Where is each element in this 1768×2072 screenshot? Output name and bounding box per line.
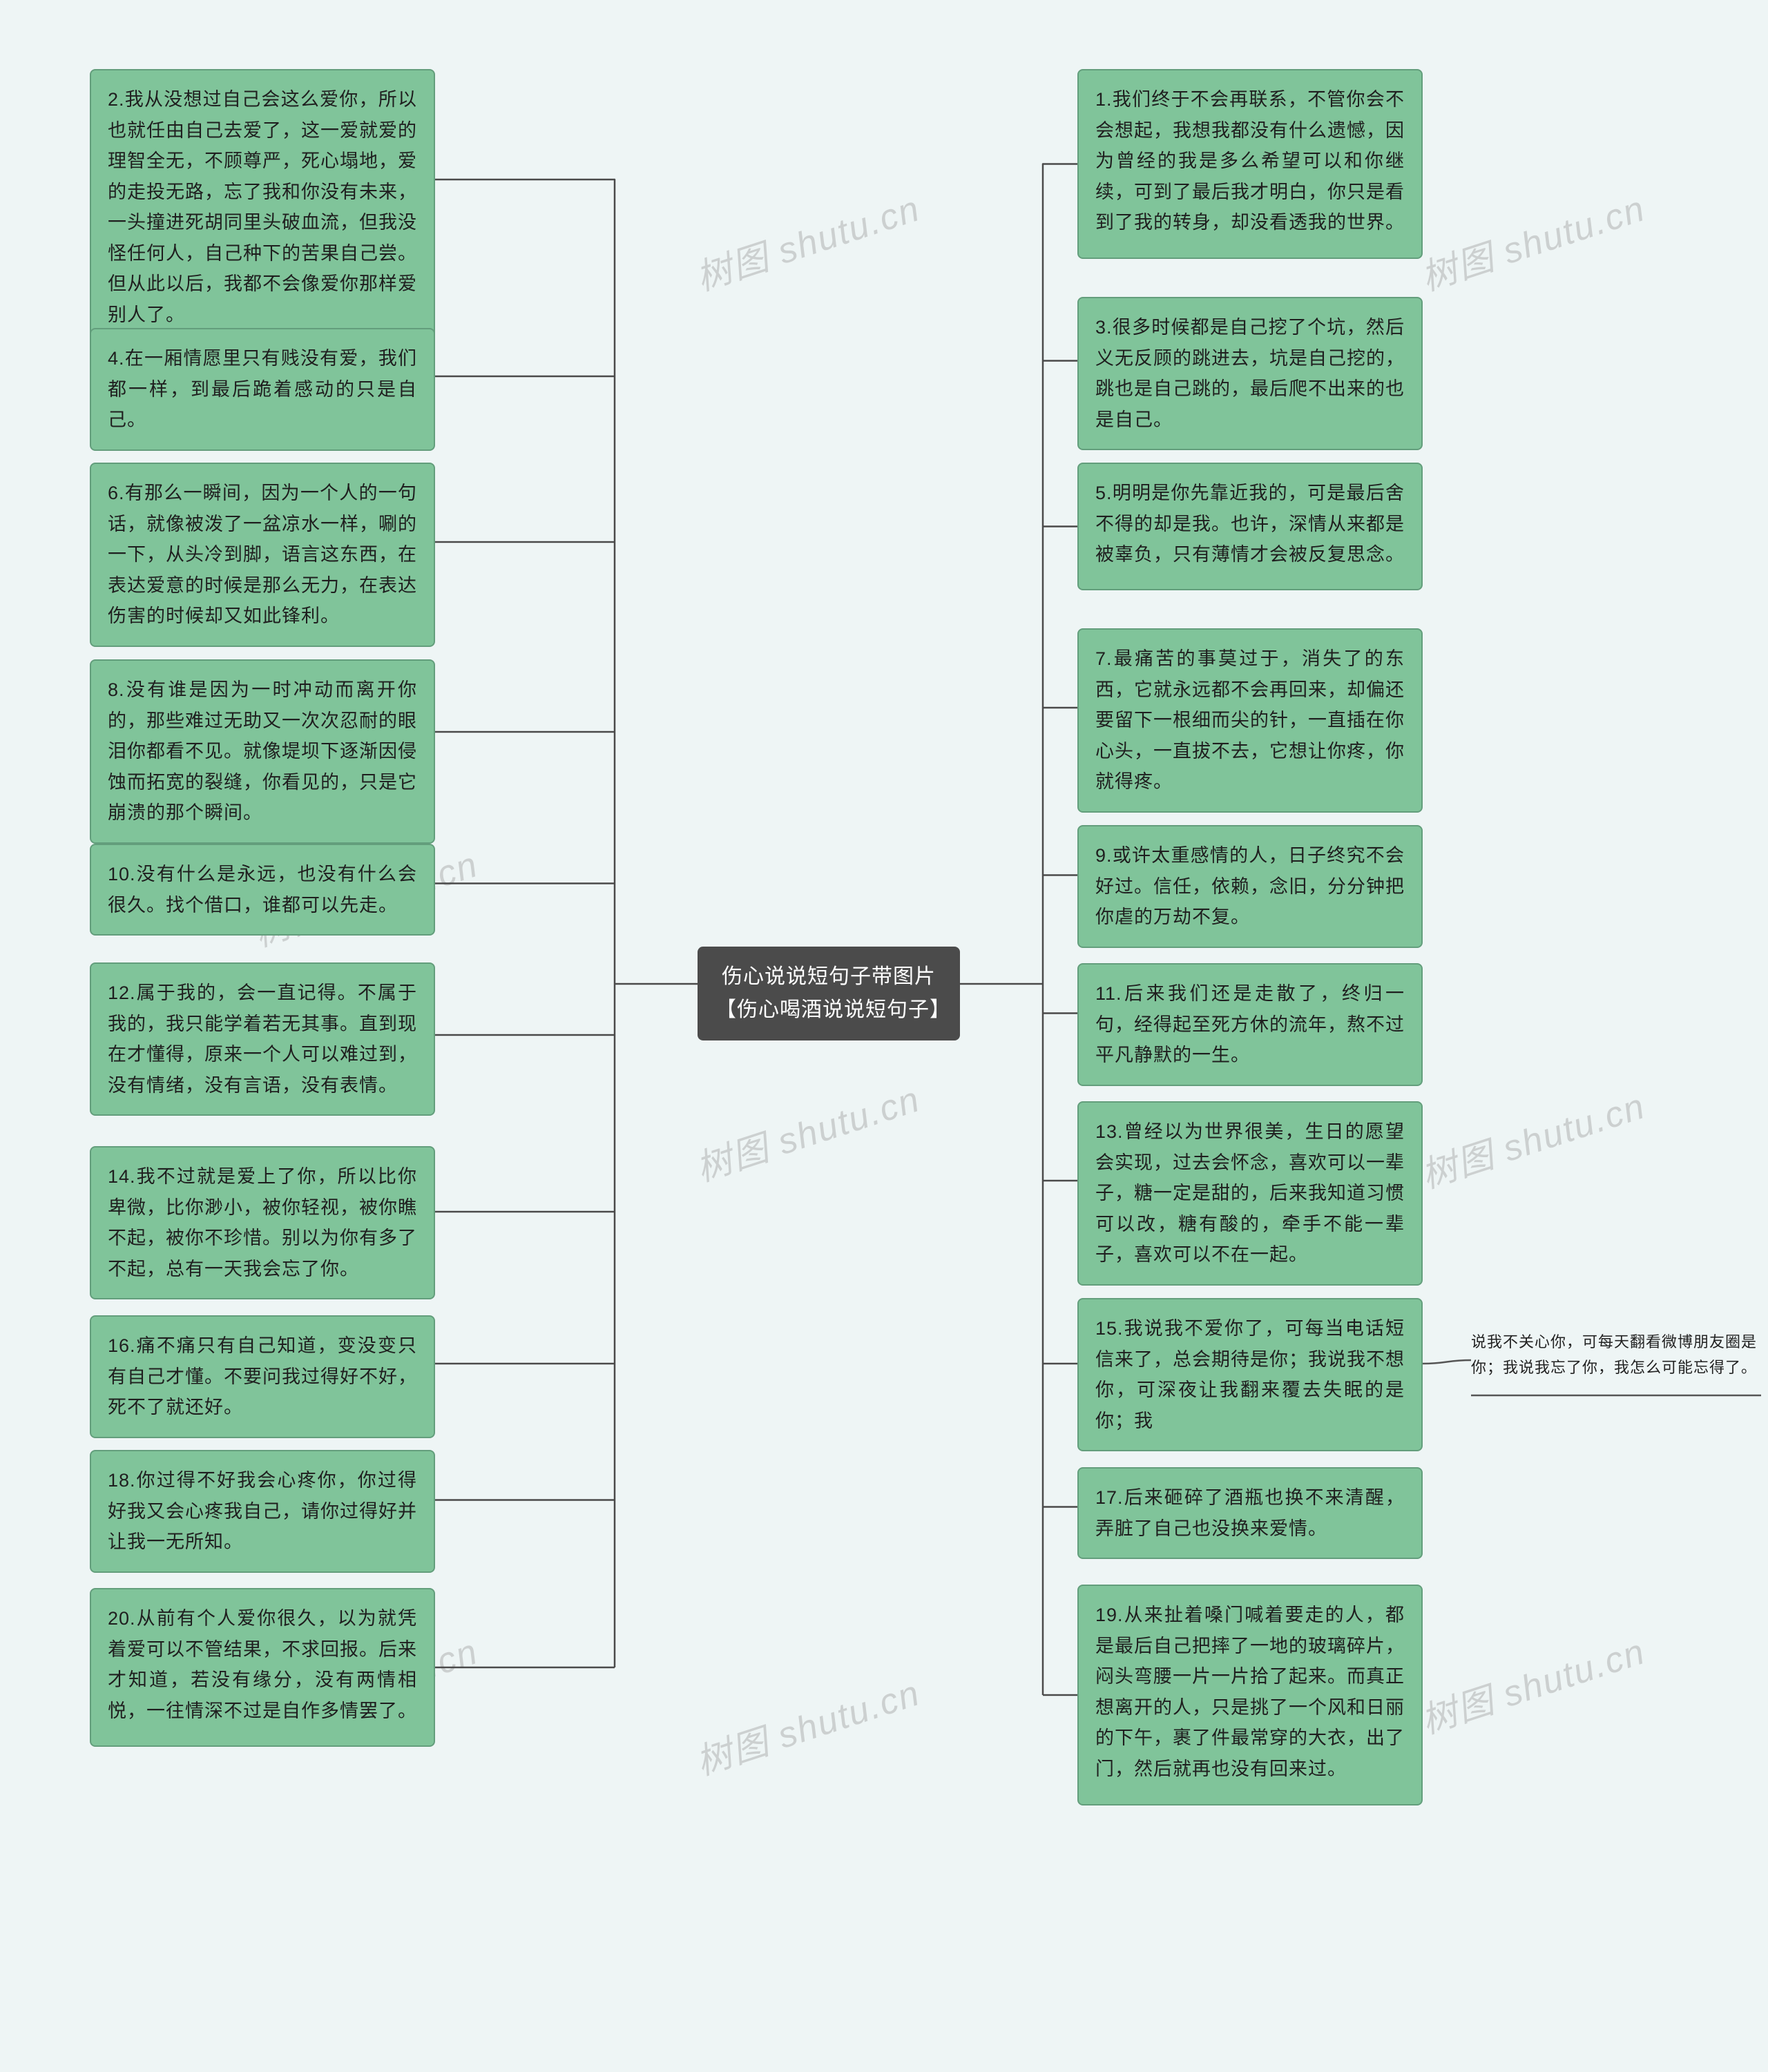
- right-node[interactable]: 13.曾经以为世界很美，生日的愿望会实现，过去会怀念，喜欢可以一辈子，糖一定是甜…: [1077, 1101, 1423, 1286]
- left-node[interactable]: 18.你过得不好我会心疼你，你过得好我又会心疼我自己，请你过得好并让我一无所知。: [90, 1450, 435, 1573]
- right-node[interactable]: 9.或许太重感情的人，日子终究不会好过。信任，依赖，念旧，分分钟把你虐的万劫不复…: [1077, 825, 1423, 948]
- left-node[interactable]: 6.有那么一瞬间，因为一个人的一句话，就像被泼了一盆凉水一样，唰的一下，从头冷到…: [90, 463, 435, 647]
- left-node[interactable]: 2.我从没想过自己会这么爱你，所以也就任由自己去爱了，这一爱就爱的理智全无，不顾…: [90, 69, 435, 345]
- right-node[interactable]: 5.明明是你先靠近我的，可是最后舍不得的却是我。也许，深情从来都是被辜负，只有薄…: [1077, 463, 1423, 590]
- left-node[interactable]: 12.属于我的，会一直记得。不属于我的，我只能学着若无其事。直到现在才懂得，原来…: [90, 962, 435, 1116]
- right-node[interactable]: 15.我说我不爱你了，可每当电话短信来了，总会期待是你；我说我不想你，可深夜让我…: [1077, 1298, 1423, 1451]
- sub-node[interactable]: 说我不关心你，可每天翻看微博朋友圈是你；我说我忘了你，我怎么可能忘得了。: [1471, 1329, 1761, 1391]
- node-layer: 伤心说说短句子带图片【伤心喝酒说说短句子】 2.我从没想过自己会这么爱你，所以也就…: [0, 0, 1768, 2072]
- left-node[interactable]: 4.在一厢情愿里只有贱没有爱，我们都一样，到最后跪着感动的只是自己。: [90, 328, 435, 451]
- left-node[interactable]: 16.痛不痛只有自己知道，变没变只有自己才懂。不要问我过得好不好，死不了就还好。: [90, 1315, 435, 1438]
- left-node[interactable]: 8.没有谁是因为一时冲动而离开你的，那些难过无助又一次次忍耐的眼泪你都看不见。就…: [90, 659, 435, 844]
- right-node[interactable]: 7.最痛苦的事莫过于，消失了的东西，它就永远都不会再回来，却偏还要留下一根细而尖…: [1077, 628, 1423, 813]
- left-node[interactable]: 10.没有什么是永远，也没有什么会很久。找个借口，谁都可以先走。: [90, 844, 435, 936]
- right-node[interactable]: 19.从来扯着嗓门喊着要走的人，都是最后自己把摔了一地的玻璃碎片，闷头弯腰一片一…: [1077, 1585, 1423, 1805]
- root-node[interactable]: 伤心说说短句子带图片【伤心喝酒说说短句子】: [698, 947, 960, 1040]
- right-node[interactable]: 17.后来砸碎了酒瓶也换不来清醒，弄脏了自己也没换来爱情。: [1077, 1467, 1423, 1559]
- right-node[interactable]: 11.后来我们还是走散了，终归一句，经得起至死方休的流年，熬不过平凡静默的一生。: [1077, 963, 1423, 1086]
- left-node[interactable]: 20.从前有个人爱你很久，以为就凭着爱可以不管结果，不求回报。后来才知道，若没有…: [90, 1588, 435, 1747]
- right-node[interactable]: 1.我们终于不会再联系，不管你会不会想起，我想我都没有什么遗憾，因为曾经的我是多…: [1077, 69, 1423, 259]
- right-node[interactable]: 3.很多时候都是自己挖了个坑，然后义无反顾的跳进去，坑是自己挖的，跳也是自己跳的…: [1077, 297, 1423, 450]
- left-node[interactable]: 14.我不过就是爱上了你，所以比你卑微，比你渺小，被你轻视，被你瞧不起，被你不珍…: [90, 1146, 435, 1299]
